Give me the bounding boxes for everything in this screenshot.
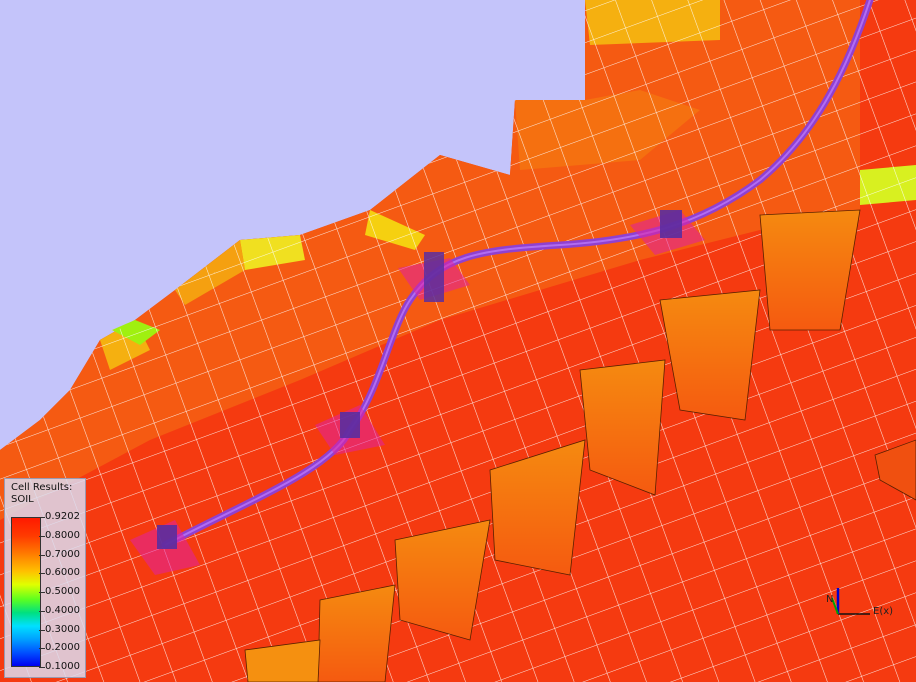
legend-tick-mark	[39, 592, 45, 593]
axis-n-label: N	[826, 594, 833, 605]
legend-color-bar	[11, 517, 41, 667]
legend-title: Cell Results: SOIL	[11, 482, 73, 505]
legend-tick-label: 0.4000	[45, 604, 80, 616]
legend-tick-label: 0.8000	[45, 529, 80, 541]
legend-tick-label: 0.7000	[45, 548, 80, 560]
legend-tick-mark	[39, 517, 45, 518]
fault-blocks	[244, 209, 916, 682]
axis-cross-icon	[831, 588, 870, 615]
legend-tick-mark	[39, 535, 45, 537]
axis-e-label: E(x)	[873, 606, 894, 617]
completion-marker-icon	[130, 520, 200, 575]
legend-tick-label: 0.9202	[45, 511, 80, 522]
legend-tick-mark	[39, 648, 45, 650]
legend-tick-mark	[39, 554, 45, 556]
legend-tick-mark	[39, 610, 45, 612]
legend-tick-label: 0.2000	[45, 642, 80, 654]
legend-tick-mark	[39, 667, 45, 668]
legend-tick-label: 0.3000	[45, 623, 80, 635]
completion-marker-icon	[630, 210, 705, 255]
legend-tick-mark	[39, 629, 45, 631]
completion-marker-icon	[315, 405, 385, 455]
completion-marker-icon	[398, 252, 470, 302]
legend-tick-label: 0.5000	[45, 586, 80, 597]
legend-tick-label: 0.1000	[45, 661, 80, 672]
legend-tick-mark	[39, 573, 45, 575]
legend-tick-label: 0.6000	[45, 567, 80, 579]
color-legend: Cell Results: SOIL 0.9202 0.8000 0.7000 0.6…	[4, 478, 86, 678]
